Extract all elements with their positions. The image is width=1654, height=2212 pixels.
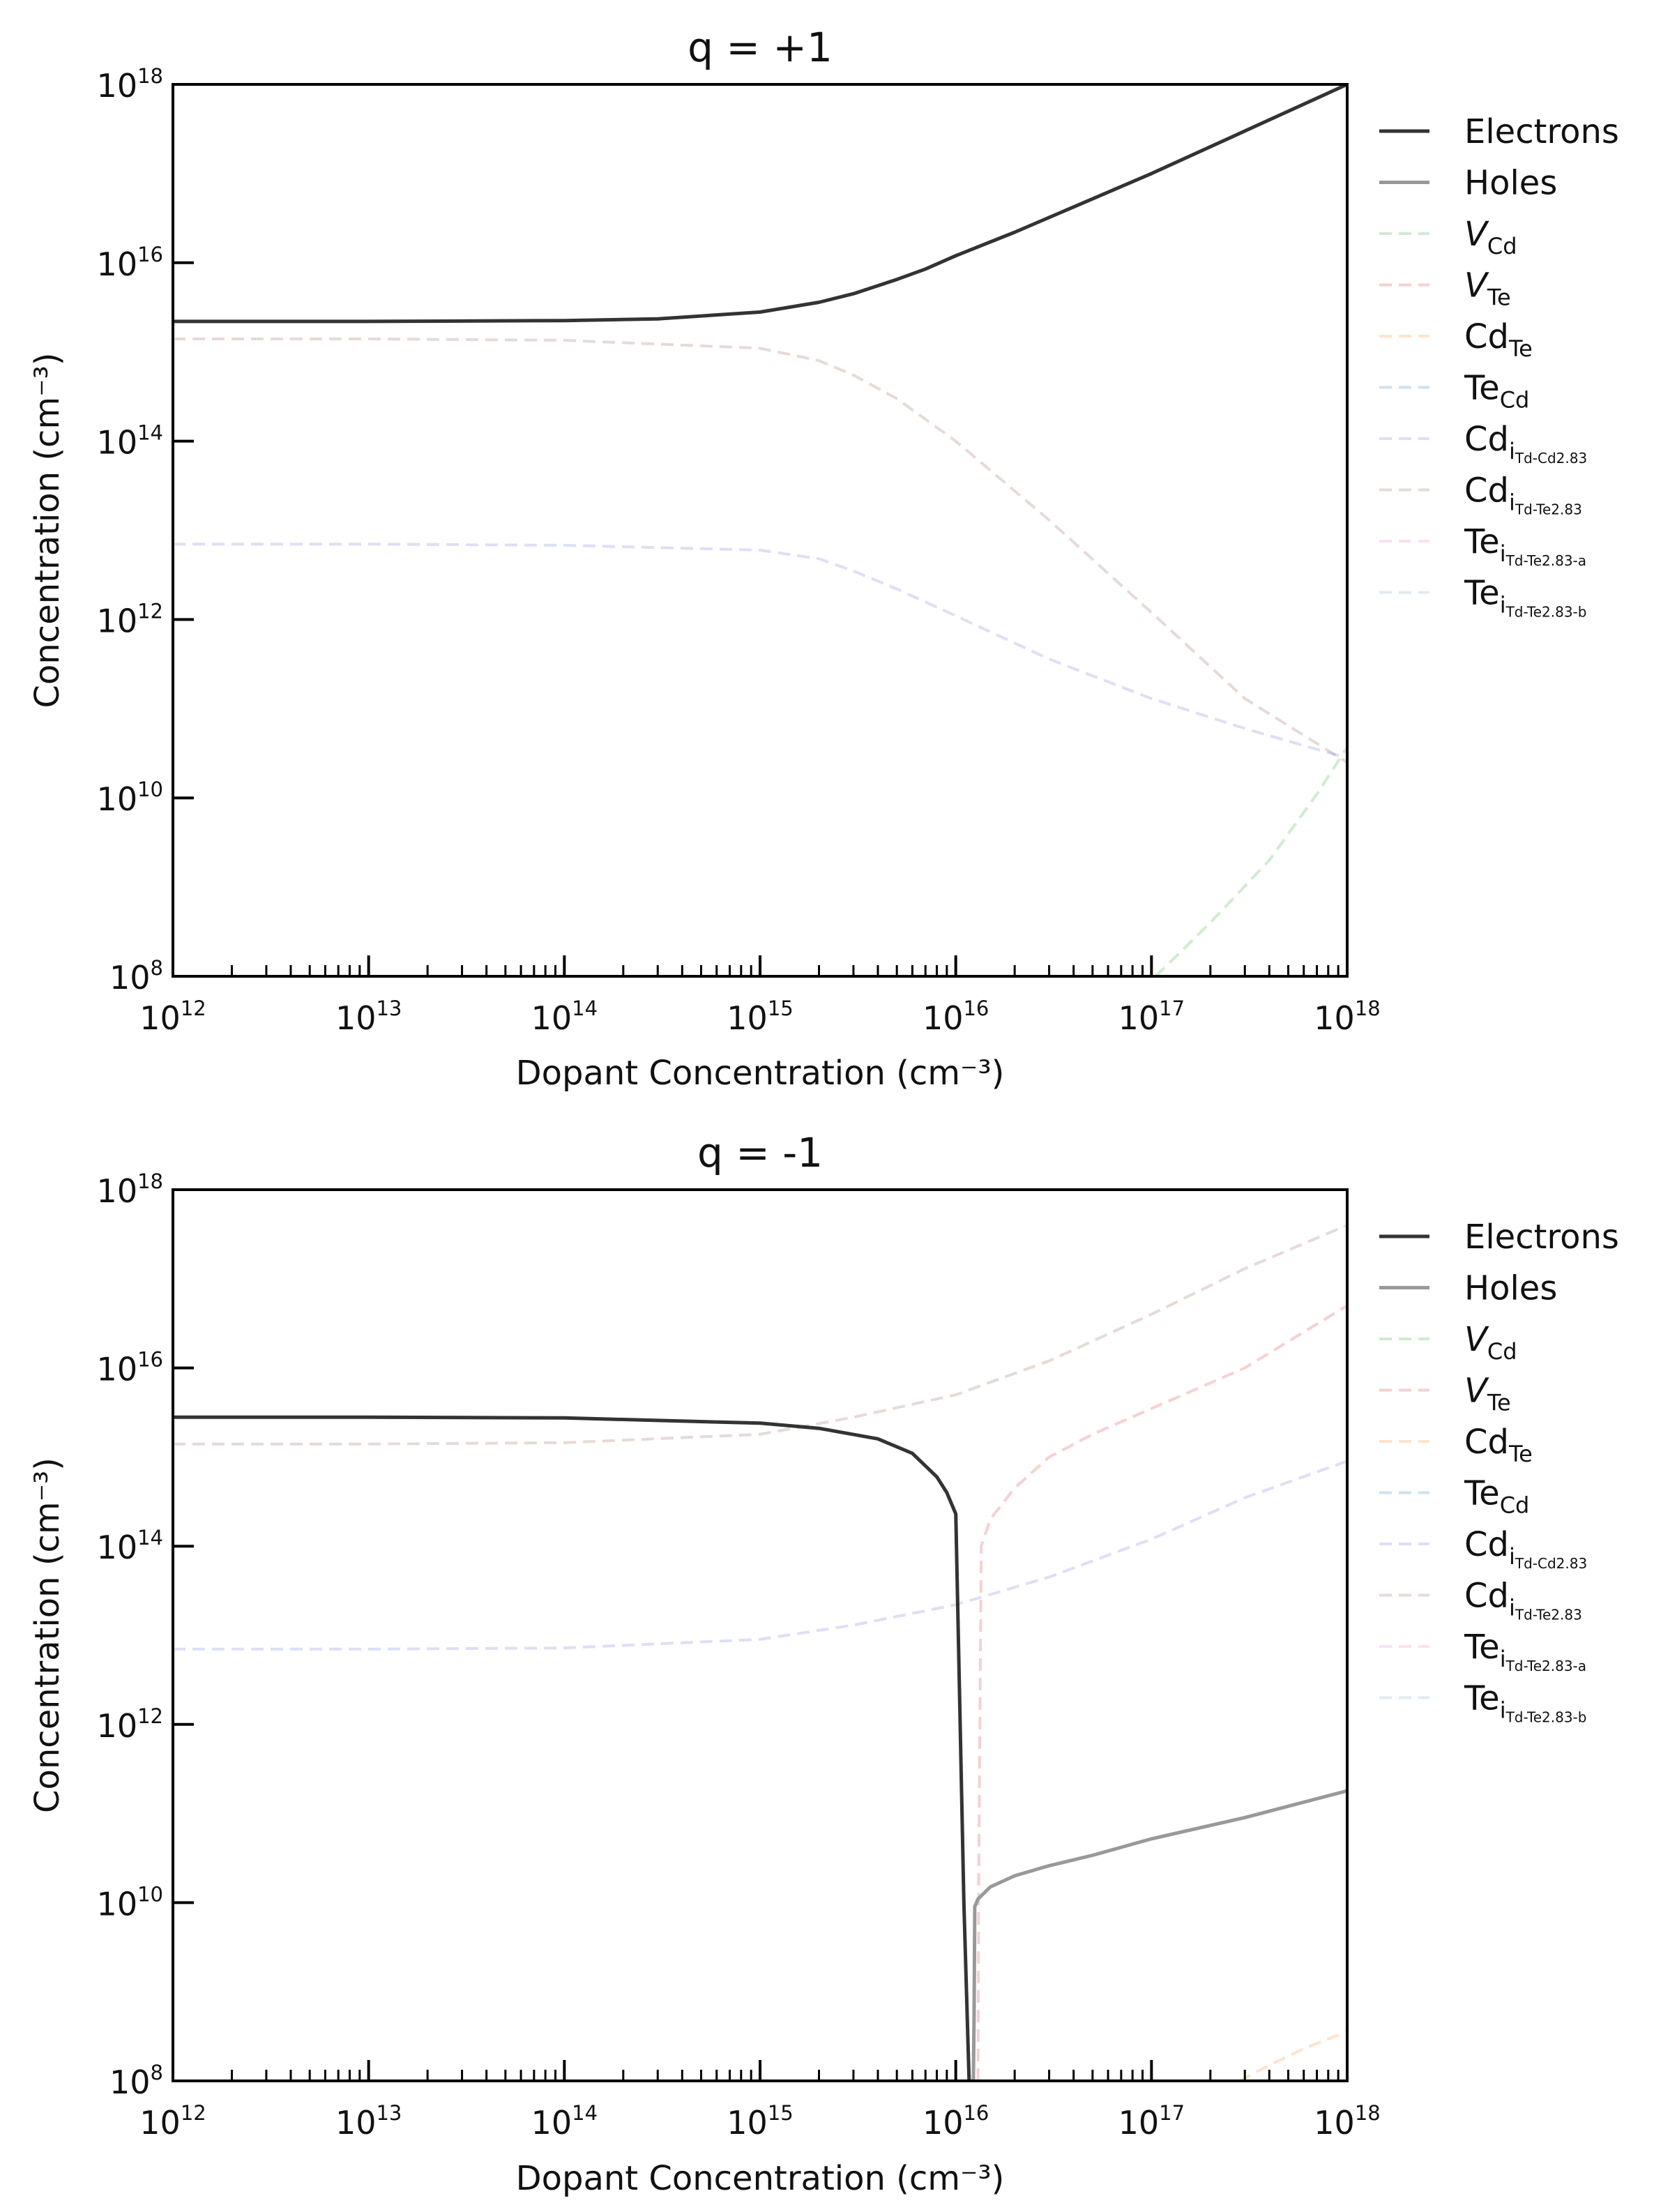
legend-label-v-cd: VCd [1464, 215, 1517, 259]
y-tick-label: 108 [109, 2061, 163, 2101]
plot-frame [172, 1188, 1349, 2082]
y-axis-title: Concentration (cm⁻³) [28, 1457, 67, 1813]
x-tick-label: 1014 [531, 2101, 598, 2142]
y-tick-label: 1012 [97, 1704, 163, 1745]
legend-label-holes: Holes [1464, 1269, 1557, 1308]
y-tick-label: 1016 [97, 243, 163, 283]
x-tick-label: 1018 [1314, 997, 1380, 1037]
legend-label-cdi-cd: CdiTd-Cd2.83 [1464, 1525, 1587, 1572]
chart-title: q = +1 [688, 24, 833, 71]
x-tick-label: 1013 [335, 997, 402, 1037]
x-tick-label: 1014 [531, 997, 598, 1037]
series-line-v-te [976, 1304, 1347, 2081]
series-line-cdi-te [173, 1224, 1347, 1446]
legend-label-cd-te: CdTe [1464, 1423, 1533, 1467]
y-tick-label: 1014 [97, 421, 163, 462]
legend-label-tei-b: TeiTd-Te2.83-b [1464, 1679, 1586, 1726]
y-tick-label: 1016 [97, 1348, 163, 1388]
series-line-cdi-te [173, 338, 1347, 764]
x-tick-label: 1012 [139, 2101, 206, 2142]
legend: Electrons Holes VCd VTe CdTe TeCd CdiTd-Cd2.83… [1379, 1218, 1619, 1726]
legend-label-te-cd: TeCd [1464, 1474, 1529, 1519]
legend-label-v-cd: VCd [1464, 1320, 1517, 1365]
x-tick-label: 1015 [727, 997, 793, 1037]
legend-label-tei-a: TeiTd-Te2.83-a [1464, 1628, 1586, 1674]
y-tick-label: 1018 [97, 64, 163, 105]
x-tick-label: 1012 [139, 997, 206, 1037]
legend-label-tei-b: TeiTd-Te2.83-b [1464, 574, 1586, 621]
x-tick-label: 1015 [727, 2101, 793, 2142]
legend-label-v-te: VTe [1464, 1372, 1511, 1416]
legend-label-cd-te: CdTe [1464, 317, 1533, 362]
series-line-cdi-cd [173, 1460, 1347, 1651]
legend-label-tei-a: TeiTd-Te2.83-a [1464, 522, 1586, 569]
legend-label-electrons: Electrons [1464, 112, 1619, 151]
series-group [173, 84, 1347, 976]
x-tick-label: 1017 [1118, 997, 1185, 1037]
legend: Electrons Holes VCd VTe CdTe TeCd CdiTd-Cd2.83… [1379, 112, 1619, 621]
y-axis-title: Concentration (cm⁻³) [28, 353, 67, 709]
series-line-cdi-cd [173, 543, 1347, 759]
y-tick-label: 108 [109, 956, 163, 997]
x-axis-title: Dopant Concentration (cm⁻³) [516, 2159, 1005, 2198]
series-line-cd-te [1238, 2030, 1347, 2081]
legend-label-te-cd: TeCd [1464, 369, 1529, 414]
y-tick-label: 1010 [97, 1882, 163, 1923]
x-axis-title: Dopant Concentration (cm⁻³) [516, 1054, 1005, 1093]
legend-label-v-te: VTe [1464, 266, 1511, 311]
legend-label-electrons: Electrons [1464, 1218, 1619, 1257]
chart-title: q = -1 [697, 1129, 823, 1176]
y-tick-label: 1018 [97, 1169, 163, 1210]
y-tick-label: 1014 [97, 1526, 163, 1566]
legend-label-holes: Holes [1464, 164, 1557, 203]
plot-frame [172, 83, 1349, 978]
legend-label-cdi-te: CdiTd-Te2.83 [1464, 1577, 1582, 1623]
x-tick-label: 1016 [923, 997, 989, 1037]
y-tick-label: 1010 [97, 778, 163, 818]
x-tick-label: 1016 [923, 2101, 989, 2142]
series-line-holes [971, 1789, 1347, 2081]
y-tick-label: 1012 [97, 599, 163, 639]
series-line-electrons [173, 1415, 971, 2081]
legend-label-cdi-te: CdiTd-Te2.83 [1464, 471, 1582, 518]
series-line-electrons [173, 84, 1347, 324]
series-line-v-cd [1154, 746, 1347, 976]
x-tick-label: 1017 [1118, 2101, 1185, 2142]
x-tick-label: 1013 [335, 2101, 402, 2142]
series-group [173, 1224, 1347, 2081]
legend-label-cdi-cd: CdiTd-Cd2.83 [1464, 420, 1587, 467]
x-tick-label: 1018 [1314, 2101, 1380, 2142]
